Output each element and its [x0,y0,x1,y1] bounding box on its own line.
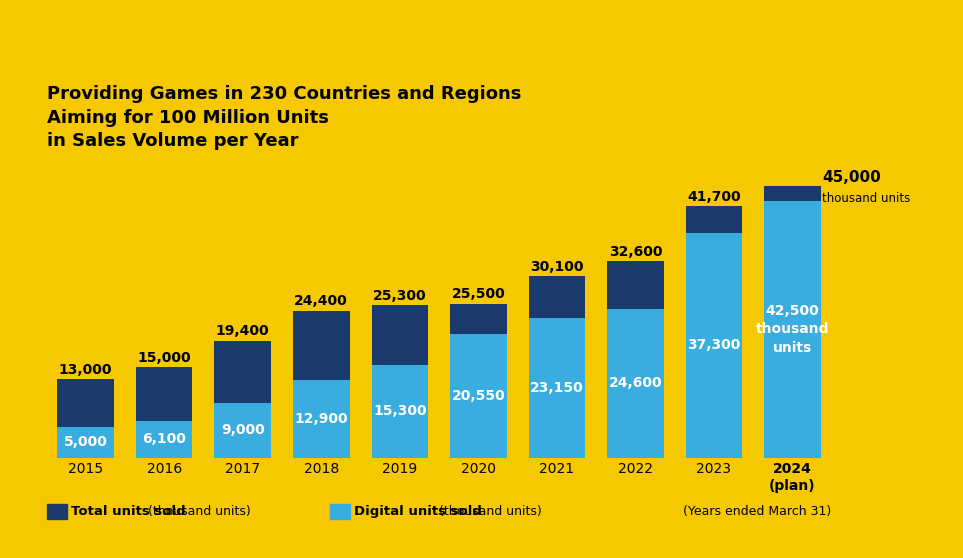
Bar [58,427,114,458]
Bar [293,380,350,458]
Text: (Years ended March 31): (Years ended March 31) [683,506,831,518]
Text: 41,700: 41,700 [688,190,741,204]
Bar [372,305,429,458]
Bar [450,334,507,458]
Text: thousand units: thousand units [822,193,911,205]
Text: 5,000: 5,000 [64,435,108,450]
Bar [293,310,350,458]
FancyBboxPatch shape [329,504,350,519]
Text: 9,000: 9,000 [221,424,265,437]
Text: 25,500: 25,500 [452,287,506,301]
Bar [58,379,114,458]
Bar [765,201,820,458]
Text: 24,400: 24,400 [295,294,348,308]
Text: 24,600: 24,600 [609,377,663,391]
Text: 32,600: 32,600 [609,245,663,259]
Text: 23,150: 23,150 [530,381,584,395]
Bar [529,318,586,458]
Text: 12,900: 12,900 [295,412,348,426]
Bar [450,304,507,458]
Text: 19,400: 19,400 [216,324,270,338]
Text: Total units sold: Total units sold [71,506,190,518]
Bar [136,367,193,458]
Text: 25,300: 25,300 [373,288,427,302]
Bar [607,261,664,458]
Text: (thousand units): (thousand units) [147,506,250,518]
Text: 15,300: 15,300 [373,405,427,418]
Bar [136,421,193,458]
Bar [607,309,664,458]
Bar [529,276,586,458]
Bar [686,233,742,458]
Text: 6,100: 6,100 [143,432,186,446]
Bar [215,340,271,458]
Text: 20,550: 20,550 [452,388,506,403]
Text: 30,100: 30,100 [530,260,584,274]
FancyBboxPatch shape [46,504,66,519]
Text: 15,000: 15,000 [138,351,191,365]
Text: 42,500
thousand
units: 42,500 thousand units [756,304,829,355]
Bar [215,403,271,458]
Text: Providing Games in 230 Countries and Regions
Aiming for 100 Million Units
in Sal: Providing Games in 230 Countries and Reg… [46,85,521,150]
Bar [686,206,742,458]
Text: (thousand units): (thousand units) [439,506,541,518]
Text: 13,000: 13,000 [59,363,113,377]
Text: 37,300: 37,300 [688,338,741,352]
Bar [765,186,820,458]
Text: 45,000: 45,000 [822,170,881,185]
Text: Digital units sold: Digital units sold [354,506,486,518]
Bar [372,365,429,458]
